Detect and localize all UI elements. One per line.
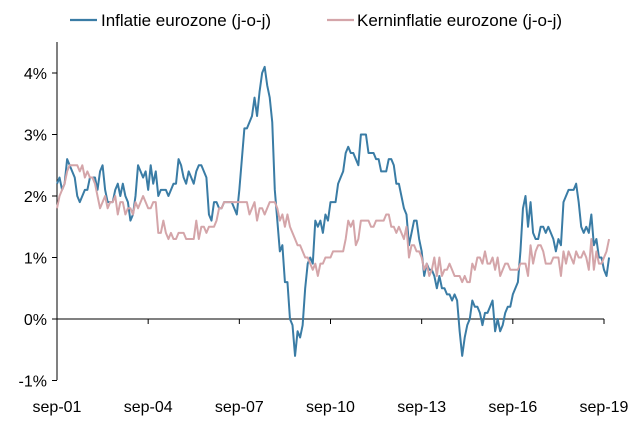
y-tick-label: -1% — [19, 374, 47, 391]
chart-legend: Inflatie eurozone (j-o-j) Kerninflatie e… — [70, 11, 562, 30]
y-axis: -1% 0% 1% 2% 3% 4% — [19, 42, 58, 391]
x-tick-label: sep-04 — [124, 399, 173, 416]
x-tick-label: sep-19 — [580, 399, 629, 416]
x-tick-label: sep-07 — [215, 399, 264, 416]
x-tick-label: sep-16 — [488, 399, 537, 416]
x-tick-label: sep-13 — [397, 399, 446, 416]
series-lines — [56, 65, 611, 357]
x-tick-label: sep-01 — [33, 399, 82, 416]
y-tick-label: 4% — [24, 66, 47, 83]
legend-label-kerninflatie: Kerninflatie eurozone (j-o-j) — [357, 11, 562, 30]
x-axis: sep-01 sep-04 sep-07 sep-10 sep-13 sep-16 sep-… — [33, 318, 629, 416]
x-tick-label: sep-10 — [306, 399, 355, 416]
y-tick-label: 0% — [24, 312, 47, 329]
series-line-inflatie-eurozone-j-o-j — [56, 65, 611, 357]
series-line-kerninflatie-eurozone-j-o-j — [56, 164, 611, 284]
legend-label-inflatie: Inflatie eurozone (j-o-j) — [101, 11, 271, 30]
y-tick-label: 1% — [24, 251, 47, 268]
y-tick-label: 2% — [24, 189, 47, 206]
y-tick-label: 3% — [24, 128, 47, 145]
